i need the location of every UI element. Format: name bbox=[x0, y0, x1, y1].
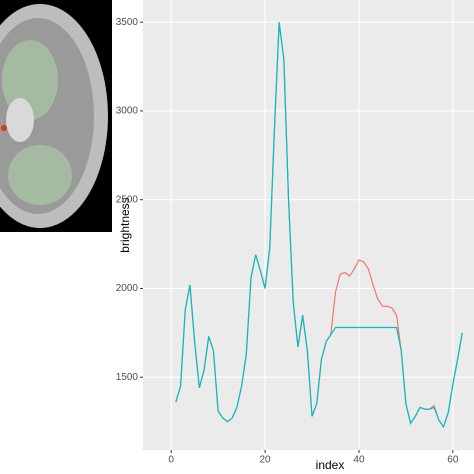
y-tick-label: 3500 bbox=[116, 17, 139, 28]
data-line bbox=[175, 22, 463, 429]
brain-image bbox=[0, 0, 112, 232]
x-tick-label: 0 bbox=[168, 455, 174, 466]
y-tick-label: 2000 bbox=[116, 283, 139, 294]
x-tick-label: 40 bbox=[353, 455, 365, 466]
y-tick-label: 3000 bbox=[116, 106, 139, 117]
y-tick-label: 1500 bbox=[116, 372, 139, 383]
x-axis-title: index bbox=[316, 458, 345, 472]
x-tick-label: 60 bbox=[447, 455, 459, 466]
panel bbox=[143, 0, 474, 450]
y-tick-label: 2500 bbox=[116, 194, 139, 205]
x-tick-label: 20 bbox=[260, 455, 272, 466]
y-axis-title: brightness bbox=[118, 197, 132, 252]
